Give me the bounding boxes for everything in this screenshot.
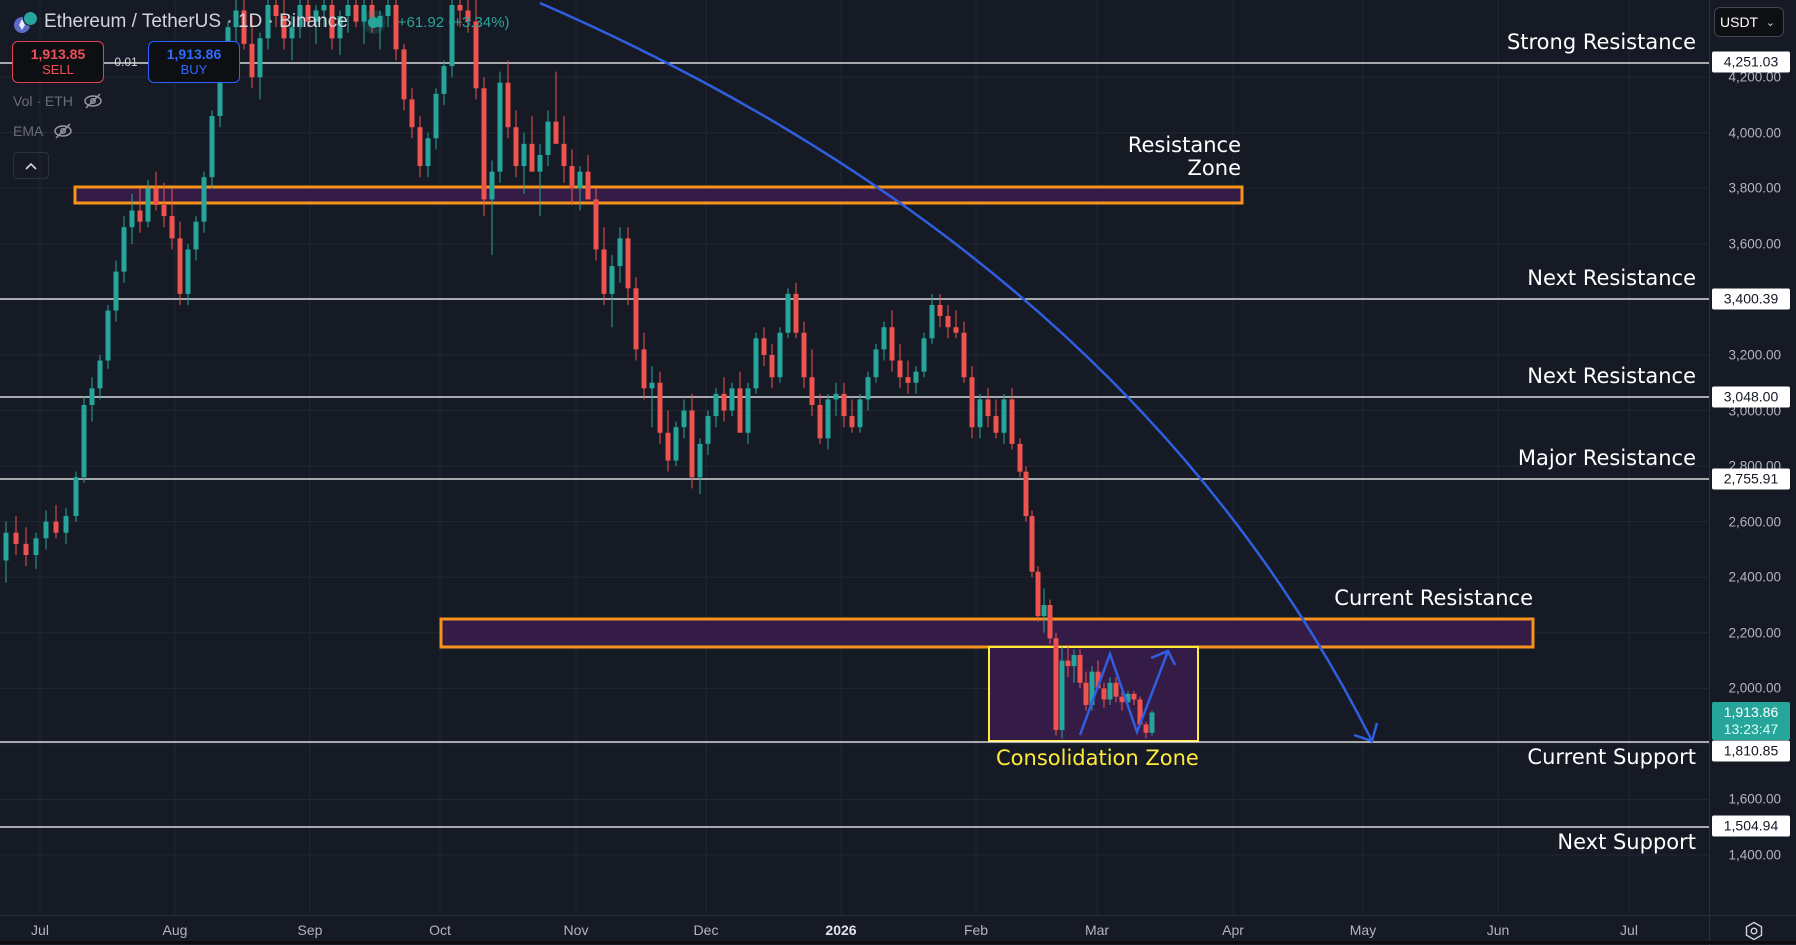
level-lines xyxy=(0,62,1709,828)
level-price-label: 1,810.85 xyxy=(1712,740,1790,762)
arrowhead-icon xyxy=(1353,722,1379,743)
time-label: Dec xyxy=(693,922,719,938)
symbol-title[interactable]: Ethereum / TetherUS · 1D · Binance xyxy=(44,11,348,32)
next-resistance-label-1: Next Resistance xyxy=(1527,266,1696,290)
last-price-value: 1,913.86 xyxy=(1723,704,1779,720)
level-price-label: 3,048.00 xyxy=(1712,386,1790,408)
current-resistance-label: Current Resistance xyxy=(1334,586,1533,610)
candles xyxy=(3,0,1155,739)
price-tick: 3,200.00 xyxy=(1728,347,1781,363)
market-open-status-icon xyxy=(361,10,386,34)
time-label: Feb xyxy=(963,922,989,938)
chevron-up-icon xyxy=(25,162,37,170)
next-resistance-label-2: Next Resistance xyxy=(1527,364,1696,388)
last-price-label: 1,913.86 13:23:47 xyxy=(1712,702,1790,740)
current-resistance-zone-box[interactable] xyxy=(439,617,1535,649)
zigzag-arrowhead-icon xyxy=(1150,649,1177,666)
time-label-year: 2026 xyxy=(825,922,857,938)
resistance-zone-label-line2: Zone xyxy=(1187,156,1241,180)
gear-icon xyxy=(1745,921,1762,940)
next-support-label: Next Support xyxy=(1557,830,1696,854)
spread-value: 0.01 xyxy=(114,55,138,69)
price-tick: 3,600.00 xyxy=(1728,236,1781,252)
time-axis[interactable]: Jul Aug Sep Oct Nov Dec 2026 Feb Mar Apr… xyxy=(0,915,1709,945)
indicator-ema[interactable]: EMA xyxy=(13,123,73,139)
price-tick: 2,600.00 xyxy=(1728,514,1781,530)
sell-button[interactable]: 1,913.85 SELL xyxy=(12,41,104,83)
indicator-volume[interactable]: Vol · ETH xyxy=(13,93,103,109)
grid xyxy=(0,0,1709,915)
bar-countdown: 13:23:47 xyxy=(1723,721,1779,737)
currency-dropdown[interactable]: USDT ⌄ xyxy=(1714,7,1784,37)
price-tick: 2,400.00 xyxy=(1728,569,1781,585)
sell-label: SELL xyxy=(42,62,74,77)
currency-value: USDT xyxy=(1720,14,1759,30)
price-tick: 3,800.00 xyxy=(1728,180,1781,196)
time-label: May xyxy=(1349,922,1377,938)
price-tick: 4,000.00 xyxy=(1728,125,1781,141)
symbol-legend[interactable]: Ethereum / TetherUS · 1D · Binance +61.9… xyxy=(14,10,510,34)
sell-price: 1,913.85 xyxy=(30,46,86,62)
resistance-zone-label: Resistance Zone xyxy=(1128,134,1241,180)
price-tick: 1,600.00 xyxy=(1728,791,1781,807)
resistance-zone-box[interactable] xyxy=(73,185,1244,205)
trade-buttons: 1,913.85 SELL 0.01 1,913.86 BUY xyxy=(12,41,240,83)
buy-button[interactable]: 1,913.86 BUY xyxy=(148,41,240,83)
time-label: Jun xyxy=(1486,922,1510,938)
time-label: Mar xyxy=(1084,922,1110,938)
time-label: Jul xyxy=(1620,922,1638,938)
level-price-label: 4,251.03 xyxy=(1712,51,1790,73)
consolidation-zone-label: Consolidation Zone xyxy=(996,746,1199,770)
price-tick: 2,200.00 xyxy=(1728,625,1781,641)
bottom-edge xyxy=(0,941,1796,944)
zigzag-projection-arrow[interactable] xyxy=(1078,650,1170,736)
eye-off-icon[interactable] xyxy=(53,123,73,139)
major-resistance-label: Major Resistance xyxy=(1517,446,1696,470)
resistance-zone-label-line1: Resistance xyxy=(1127,133,1241,157)
price-tick: 4,200.00 xyxy=(1728,69,1781,85)
price-chart-plot[interactable] xyxy=(0,0,1709,915)
buy-price: 1,913.86 xyxy=(166,46,222,62)
level-price-label: 2,755.91 xyxy=(1712,468,1790,490)
time-label: Nov xyxy=(563,922,589,938)
indicator-ema-label: EMA xyxy=(13,123,44,139)
buy-label: BUY xyxy=(180,62,208,77)
current-support-label: Current Support xyxy=(1527,745,1696,769)
eth-usdt-pair-icon xyxy=(14,11,38,33)
collapse-legend-button[interactable] xyxy=(13,152,49,179)
price-tick: 1,400.00 xyxy=(1728,847,1781,863)
level-price-label: 1,504.94 xyxy=(1712,815,1790,837)
time-label: Apr xyxy=(1222,922,1244,938)
time-label: Oct xyxy=(429,922,451,938)
time-label: Sep xyxy=(297,922,323,938)
level-price-label: 3,400.39 xyxy=(1712,288,1790,310)
strong-resistance-label: Strong Resistance xyxy=(1506,30,1696,54)
eye-off-icon[interactable] xyxy=(83,93,103,109)
chart-settings-button[interactable] xyxy=(1709,915,1796,945)
projection-curve-arrow[interactable] xyxy=(539,1,1374,742)
price-tick: 2,000.00 xyxy=(1728,680,1781,696)
price-change: +61.92 (+3.34%) xyxy=(397,13,510,31)
time-label: Jul xyxy=(31,922,49,938)
price-axis[interactable]: 4,200.00 4,000.00 3,800.00 3,600.00 3,20… xyxy=(1709,0,1796,915)
indicator-volume-label: Vol · ETH xyxy=(13,93,73,109)
time-label: Aug xyxy=(162,922,188,938)
chevron-down-icon: ⌄ xyxy=(1765,16,1775,29)
